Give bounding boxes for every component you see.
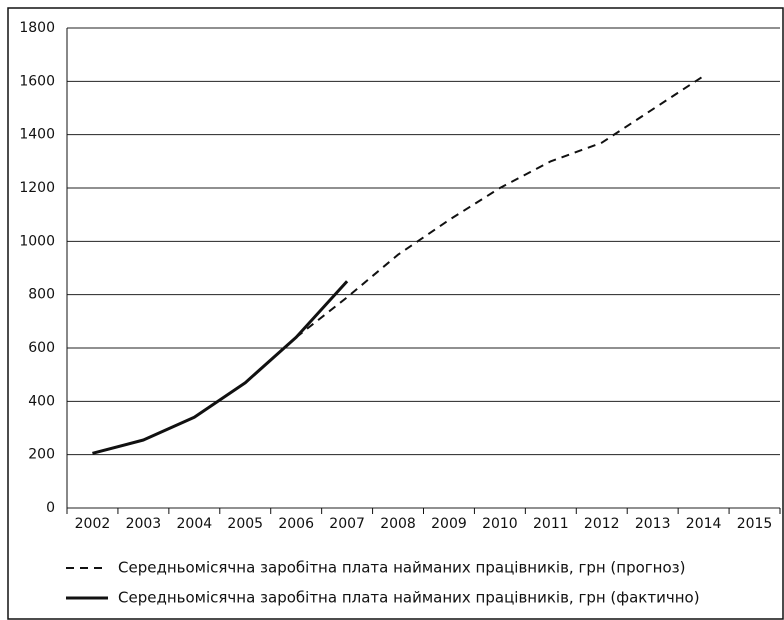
x-tick-label: 2003	[126, 516, 162, 532]
frame	[7, 7, 784, 620]
y-tick-label: 1800	[19, 20, 55, 36]
y-tick-label: 200	[28, 447, 55, 463]
x-tick-label: 2012	[584, 516, 620, 532]
x-tick-label: 2011	[533, 516, 569, 532]
y-tick-label: 0	[46, 500, 55, 516]
series-line	[92, 280, 349, 455]
y-tick-label: 600	[28, 340, 55, 356]
x-tick-label: 2013	[635, 516, 671, 532]
y-tick-label: 400	[28, 393, 55, 409]
legend-label: Середньомісячна заробітна плата найманих…	[118, 559, 686, 577]
x-tick-label: 2002	[75, 516, 111, 532]
x-tick-label: 2005	[227, 516, 263, 532]
legend-label: Середньомісячна заробітна плата найманих…	[118, 589, 700, 607]
y-tick-label: 1000	[19, 233, 55, 249]
y-tick-label: 800	[28, 287, 55, 303]
x-tick-label: 2006	[278, 516, 314, 532]
x-tick-label: 2015	[737, 516, 773, 532]
x-tick-label: 2014	[686, 516, 722, 532]
x-tick-label: 2010	[482, 516, 518, 532]
x-tick-label: 2007	[329, 516, 365, 532]
y-tick-label: 1400	[19, 127, 55, 143]
series-line	[92, 75, 705, 455]
x-tick-label: 2004	[177, 516, 213, 532]
x-tick-label: 2009	[431, 516, 467, 532]
x-tick-label: 2008	[380, 516, 416, 532]
y-tick-label: 1600	[19, 73, 55, 89]
y-tick-label: 1200	[19, 180, 55, 196]
